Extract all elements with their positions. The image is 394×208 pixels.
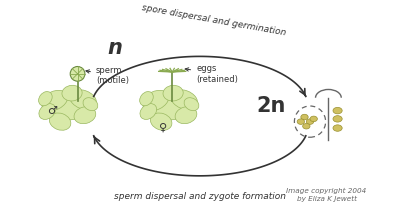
Ellipse shape [303,124,310,129]
Ellipse shape [184,98,199,111]
Ellipse shape [152,98,189,120]
Ellipse shape [151,113,172,130]
Ellipse shape [175,107,197,124]
Text: Image copyright 2004
by Eliza K Jewett: Image copyright 2004 by Eliza K Jewett [286,188,367,202]
Text: n: n [108,38,123,58]
Ellipse shape [297,119,305,124]
Circle shape [70,67,85,81]
Ellipse shape [333,107,342,114]
Ellipse shape [333,125,342,131]
Ellipse shape [307,119,314,124]
Text: sperm dispersal and zygote formation: sperm dispersal and zygote formation [114,192,286,201]
Ellipse shape [171,90,197,109]
Ellipse shape [333,116,342,122]
Ellipse shape [139,92,153,106]
Text: 2n: 2n [257,95,286,115]
Ellipse shape [83,98,98,111]
Text: spore dispersal and germination: spore dispersal and germination [141,3,286,37]
Text: sperm
(motile): sperm (motile) [86,66,129,85]
Ellipse shape [51,98,87,120]
Ellipse shape [39,92,52,106]
Ellipse shape [49,113,71,130]
Text: ♂: ♂ [47,106,57,116]
Ellipse shape [62,85,82,101]
Text: eggs
(retained): eggs (retained) [185,64,238,84]
Ellipse shape [41,90,68,111]
Ellipse shape [310,116,318,122]
Ellipse shape [143,90,169,111]
Ellipse shape [39,104,56,119]
Ellipse shape [301,114,308,120]
Ellipse shape [70,90,97,109]
Text: ♀: ♀ [159,122,167,132]
Ellipse shape [140,104,157,119]
Ellipse shape [74,107,96,124]
Ellipse shape [163,85,183,101]
